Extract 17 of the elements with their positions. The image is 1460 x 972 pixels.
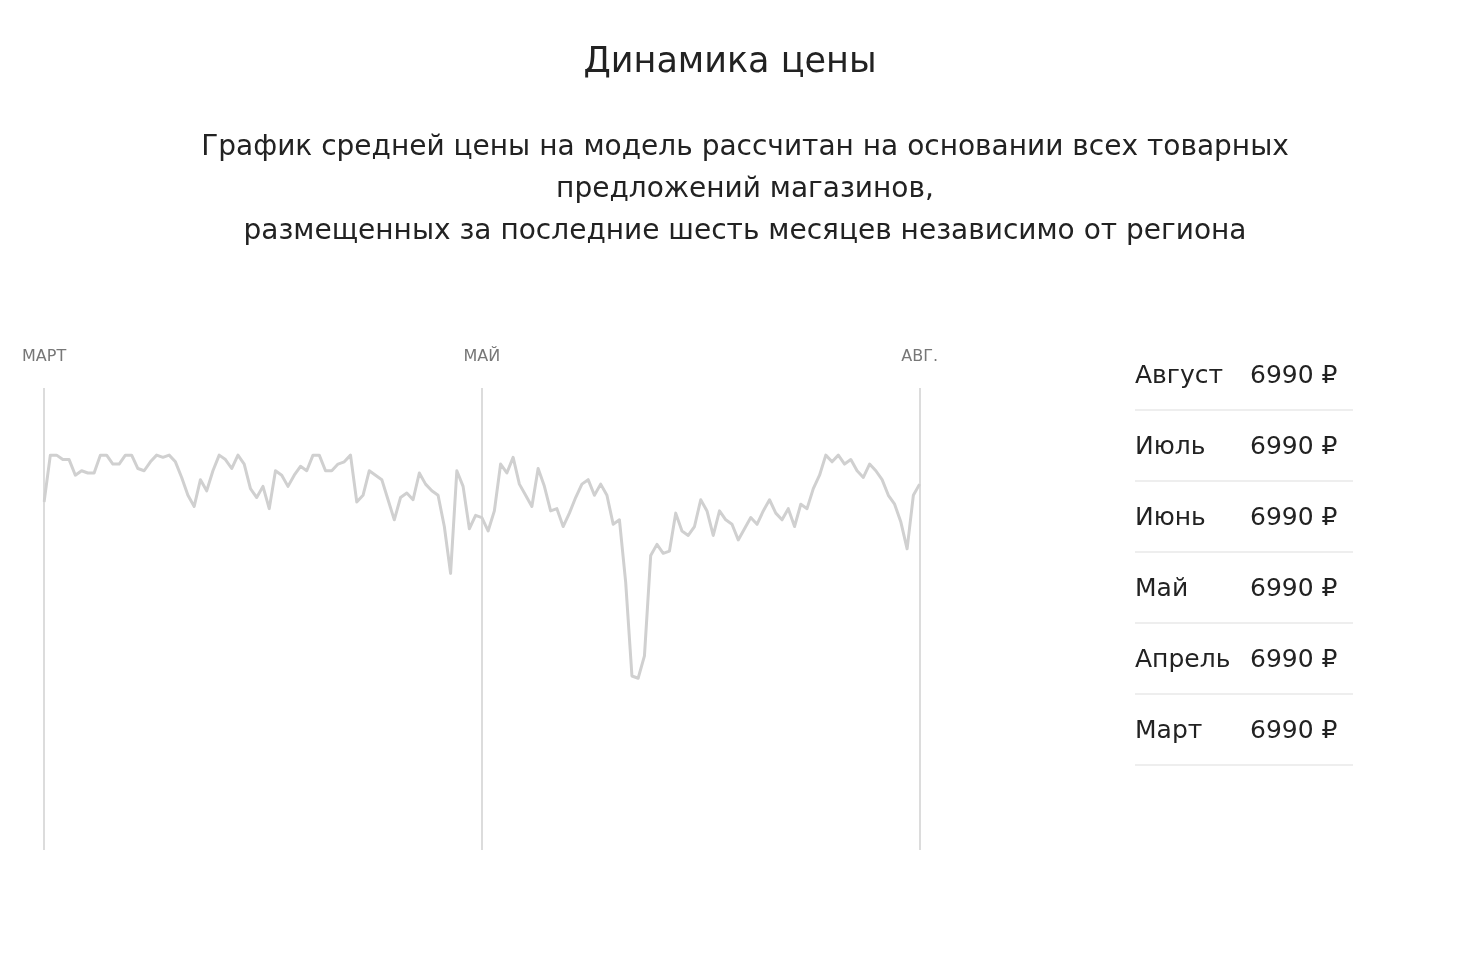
text: 6990 ₽ bbox=[1250, 573, 1338, 602]
category-label: Июнь bbox=[1135, 502, 1207, 531]
text: 6990 ₽ bbox=[1250, 360, 1338, 389]
chart-subtitle: График средней цены на модель рассчитан на основании всех товарных предложений магазинов, размещенных за последние шесть месяцев независимо от региона bbox=[200, 128, 1290, 248]
text: 6990 ₽ bbox=[1250, 644, 1338, 673]
text: 6990 ₽ bbox=[1250, 715, 1338, 744]
chart-title: Динамика цены bbox=[582, 40, 878, 80]
x-tick-label: МАЙ bbox=[463, 345, 501, 365]
text: 6990 ₽ bbox=[1250, 431, 1338, 460]
category-label: Март bbox=[1135, 715, 1204, 744]
x-tick-label: МАРТ bbox=[22, 345, 67, 365]
x-tick-label: АВГ. bbox=[901, 345, 938, 365]
category-label: Май bbox=[1135, 573, 1190, 602]
text: 6990 ₽ bbox=[1250, 502, 1338, 531]
category-label: Апрель bbox=[1135, 644, 1232, 673]
category-label: Август bbox=[1135, 360, 1225, 389]
category-label: Июль bbox=[1135, 431, 1207, 460]
